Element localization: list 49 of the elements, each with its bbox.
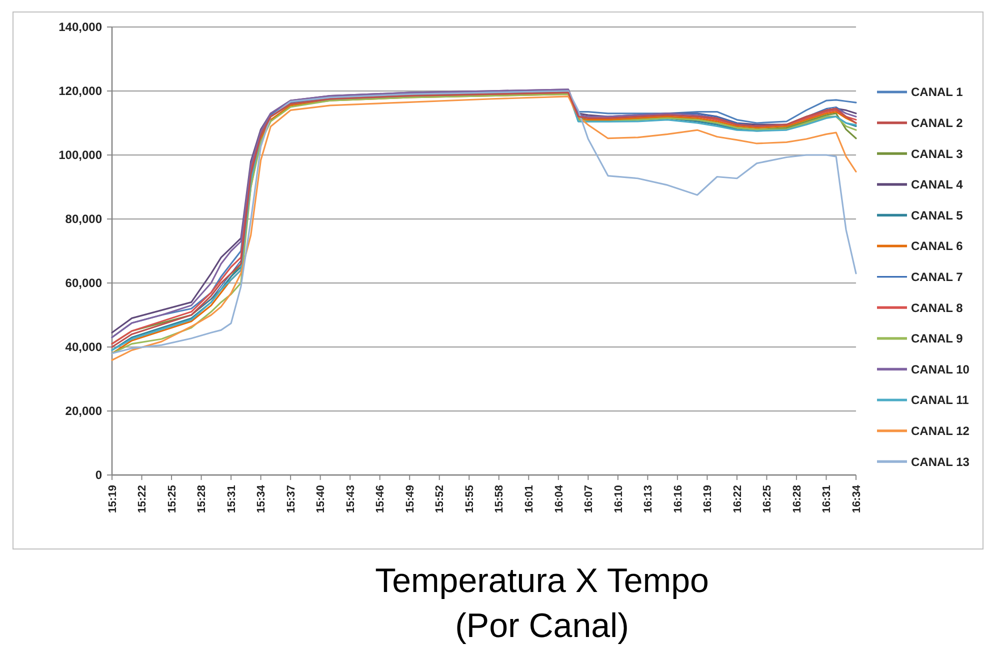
y-tick-label: 20,000 (65, 404, 102, 418)
x-tick-label: 16:22 (732, 485, 744, 514)
y-tick-label: 40,000 (65, 340, 102, 354)
x-tick-label: 16:25 (762, 485, 774, 514)
legend-label: CANAL 7 (911, 270, 964, 284)
x-tick-label: 15:28 (196, 485, 208, 514)
x-tick-label: 15:19 (106, 485, 119, 514)
legend-label: CANAL 13 (911, 454, 970, 469)
x-tick-label: 15:43 (344, 485, 357, 514)
legend-label: CANAL 2 (911, 116, 964, 130)
x-tick-label: 16:01 (523, 485, 536, 514)
legend-label: CANAL 4 (911, 178, 964, 192)
x-tick-label: 16:07 (583, 485, 596, 514)
x-tick-label: 15:52 (434, 485, 446, 514)
legend-label: CANAL 11 (911, 393, 970, 408)
x-tick-label: 15:40 (315, 485, 328, 514)
y-tick-label: 0 (95, 468, 102, 482)
x-tick-label: 15:25 (166, 485, 178, 514)
legend-label: CANAL 8 (911, 300, 964, 315)
x-tick-label: 16:04 (553, 484, 566, 514)
x-tick-label: 15:55 (464, 485, 476, 514)
y-tick-label: 80,000 (65, 212, 102, 226)
legend-label: CANAL 9 (911, 332, 964, 346)
x-tick-label: 16:13 (642, 485, 655, 514)
x-tick-label: 15:49 (404, 485, 416, 514)
legend-label: CANAL 10 (911, 362, 970, 376)
x-tick-label: 16:10 (612, 485, 625, 514)
legend-label: CANAL 12 (911, 424, 970, 438)
x-tick-label: 15:22 (136, 485, 149, 514)
x-tick-label: 15:37 (285, 485, 298, 514)
x-tick-label: 15:58 (494, 485, 506, 514)
text: (Por Canal) (455, 607, 629, 645)
legend-label: CANAL 1 (911, 85, 964, 100)
text: Temperatura X Tempo (375, 562, 709, 600)
legend-label: CANAL 3 (911, 146, 964, 161)
x-tick-label: 16:28 (791, 485, 804, 514)
x-tick-label: 16:34 (850, 484, 863, 514)
x-tick-label: 16:16 (672, 485, 684, 514)
y-tick-label: 60,000 (65, 276, 102, 290)
y-tick-label: 120,000 (58, 84, 102, 98)
legend-label: CANAL 5 (911, 208, 964, 222)
x-tick-label: 15:34 (256, 484, 268, 514)
x-tick-label: 16:19 (702, 485, 714, 514)
x-tick-label: 15:31 (226, 485, 238, 514)
y-tick-label: 100,000 (58, 148, 102, 162)
y-tick-label: 140,000 (58, 20, 102, 34)
x-tick-label: 16:31 (821, 485, 834, 514)
x-tick-label: 15:46 (374, 485, 387, 514)
legend-label: CANAL 6 (911, 239, 964, 254)
